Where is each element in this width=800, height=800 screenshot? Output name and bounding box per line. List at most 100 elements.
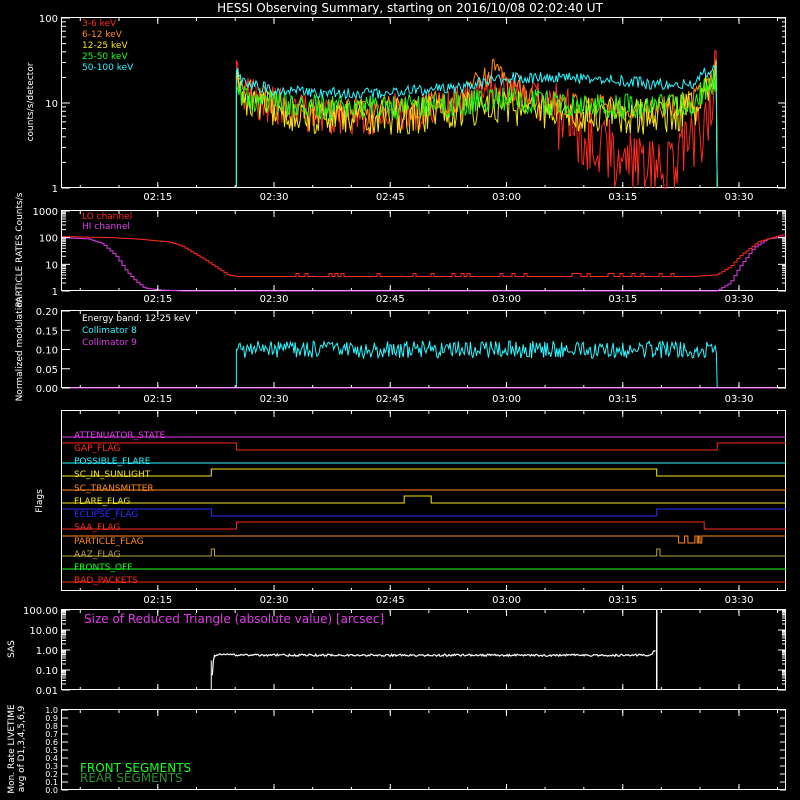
counts-series-4 — [235, 64, 718, 189]
flag-label-fronts-off: FRONTS_OFF — [74, 563, 132, 573]
figure-title: HESSI Observing Summary, starting on 201… — [217, 1, 603, 15]
x-tick-label: 02:45 — [376, 595, 405, 606]
y-tick-label: 1 — [52, 184, 58, 195]
modulation-legend: Energy band: 12-25 keV Collimator 8 Coll… — [82, 314, 191, 348]
legend-12-25-kev: 12-25 keV — [82, 41, 128, 51]
sas-panel: 0.01 0.10 1.00 10.00 100.00 SAS Size of Redu… — [7, 606, 786, 697]
counts-panel: 02:15 02:30 02:45 03:00 03:15 03:30 1 10 100 cou… — [26, 14, 786, 203]
flag-label-bad-packets: BAD_PACKETS — [74, 576, 138, 586]
flags-panel: ATTENUATOR_STATE GAP_FLAG POSSIBLE_FLARE SC… — [35, 410, 786, 606]
sas-ylabel: SAS — [7, 640, 17, 658]
legend-energy-band: Energy band: 12-25 keV — [82, 314, 191, 324]
y-tick-label: 1 — [52, 287, 58, 298]
x-tick-label: 03:00 — [492, 192, 521, 203]
flag-line-saa-flag — [62, 521, 786, 530]
counts-axis: 02:15 02:30 02:45 03:00 03:15 03:30 1 10 100 — [39, 14, 786, 203]
legend-lo-channel: LO channel — [82, 212, 132, 222]
y-tick-label: 0.5 — [45, 746, 58, 755]
particle-series-0 — [62, 236, 786, 292]
y-tick-label: 0.9 — [45, 714, 58, 723]
x-tick-label: 03:15 — [608, 294, 637, 305]
x-tick-label: 02:30 — [260, 192, 289, 203]
flag-line-aaz-flag — [62, 548, 786, 557]
x-tick-label: 02:15 — [143, 192, 172, 203]
legend-front-segments: FRONT SEGMENTS — [80, 761, 191, 775]
particle-panel: 02:15 02:30 02:45 03:00 03:15 03:30 1 10 100 1000… — [15, 192, 786, 307]
x-tick-label: 03:30 — [725, 192, 754, 203]
y-tick-label: 1.00 — [36, 646, 58, 657]
counts-legend: 3-6 keV 6-12 keV 12-25 keV 25-50 keV 50-… — [82, 19, 134, 73]
y-tick-label: 0.10 — [36, 666, 58, 677]
legend-collimator-8: Collimator 8 — [82, 326, 137, 336]
legend-collimator-9: Collimator 9 — [82, 338, 137, 348]
flag-label-sc-transmitter: SC_TRANSMITTER — [74, 484, 154, 494]
x-tick-label: 03:00 — [492, 394, 521, 405]
x-tick-label: 03:15 — [608, 595, 637, 606]
x-tick-label: 03:00 — [492, 294, 521, 305]
particle-ylabel: PARTICLE RATES Counts/s — [15, 192, 25, 307]
x-tick-label: 03:30 — [725, 294, 754, 305]
y-tick-label: 0.4 — [45, 754, 58, 763]
y-tick-label: 0.10 — [36, 346, 58, 357]
flag-label-possible-flare: POSSIBLE_FLARE — [74, 457, 151, 467]
y-tick-label: 0.6 — [45, 738, 58, 747]
flag-label-sc-in-sunlight: SC_IN_SUNLIGHT — [74, 470, 151, 480]
sas-axis: 0.01 0.10 1.00 10.00 100.00 — [23, 606, 786, 697]
flag-line-sc-in-sunlight — [62, 468, 786, 477]
y-tick-label: 10.00 — [29, 626, 58, 637]
y-tick-label: 0.05 — [36, 365, 58, 376]
flag-label-aaz-flag: AAZ_FLAG — [74, 550, 121, 560]
flag-label-gap-flag: GAP_FLAG — [74, 444, 120, 454]
flag-label-flare-flag: FLARE_FLAG — [74, 497, 130, 507]
x-tick-label: 02:30 — [260, 294, 289, 305]
flag-line-particle-flag — [62, 535, 786, 544]
y-tick-label: 0.0 — [45, 786, 58, 795]
flags-ylabel: Flags — [35, 489, 45, 513]
modulation-traces — [62, 339, 786, 389]
y-tick-label: 0.20 — [36, 307, 58, 318]
counts-ylabel: counts/s/detector — [26, 62, 36, 141]
x-tick-label: 03:00 — [492, 595, 521, 606]
y-tick-label: 10 — [45, 260, 58, 271]
legend-50-100-kev: 50-100 keV — [82, 63, 134, 73]
legend-25-50-kev: 25-50 keV — [82, 52, 128, 62]
counts-traces — [235, 50, 718, 189]
modulation-ylabel: Normalized modulation — [15, 297, 25, 402]
y-tick-label: 1.0 — [45, 706, 58, 715]
flag-line-flare-flag — [62, 495, 786, 504]
y-tick-label: 0.2 — [45, 770, 58, 779]
y-tick-label: 100 — [39, 234, 58, 245]
particle-legend: LO channel HI channel — [82, 212, 132, 232]
y-tick-label: 0.1 — [45, 778, 58, 787]
sas-traces — [210, 610, 658, 690]
particle-traces — [62, 234, 786, 292]
particle-axis: 02:15 02:30 02:45 03:00 03:15 03:30 1 10 100 1000 — [33, 207, 786, 305]
monitor-ylabel-1: Mon. Rate LIVETIMEavg of D1,3,4,5,6,9 — [7, 704, 27, 794]
y-tick-label: 0.00 — [36, 384, 58, 395]
counts-series-3 — [235, 69, 718, 189]
y-tick-label: 0.15 — [36, 326, 58, 337]
x-tick-label: 02:45 — [376, 394, 405, 405]
x-tick-label: 02:45 — [376, 192, 405, 203]
flag-line-eclipse-flag — [62, 508, 786, 517]
x-tick-label: 02:15 — [143, 394, 172, 405]
sas-trace — [211, 650, 656, 676]
particle-series-1 — [62, 234, 786, 277]
legend-hi-channel: HI channel — [82, 222, 130, 232]
y-tick-label: 100 — [39, 14, 58, 25]
legend-rear-segments: REAR SEGMENTS — [80, 771, 183, 785]
legend-6-12-kev: 6-12 keV — [82, 30, 123, 40]
x-tick-label: 03:15 — [608, 192, 637, 203]
y-tick-label: 10 — [45, 99, 58, 110]
monitor-panel: 0.00.10.20.30.40.50.60.70.80.91.0 Mon. R… — [7, 704, 786, 795]
x-tick-label: 03:15 — [608, 394, 637, 405]
x-tick-label: 02:15 — [143, 294, 172, 305]
flags-axis: 02:15 02:30 02:45 03:00 03:15 03:30 — [79, 411, 778, 606]
counts-series-2 — [235, 60, 718, 189]
flag-label-particle-flag: PARTICLE_FLAG — [74, 537, 144, 547]
x-tick-label: 02:30 — [260, 595, 289, 606]
sas-legend-label: Size of Reduced Triangle (absolute value… — [84, 612, 384, 626]
flag-label-saa-flag: SAA_FLAG — [74, 523, 120, 533]
y-tick-label: 0.01 — [36, 686, 58, 697]
